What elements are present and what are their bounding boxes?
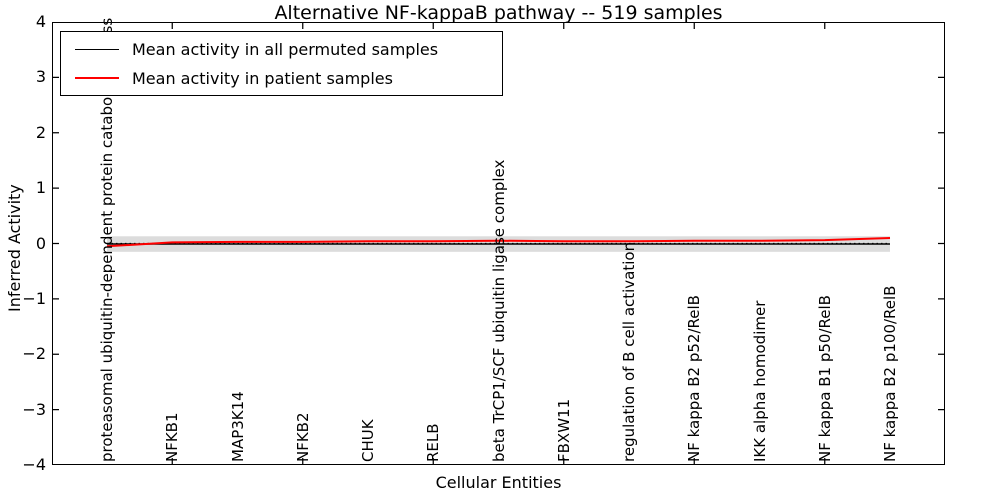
legend-item-patient: Mean activity in patient samples bbox=[75, 66, 502, 90]
series-line-patient bbox=[106, 236, 891, 248]
x-tick-label: NF kappa B1 p50/RelB bbox=[815, 295, 834, 462]
x-tick-label: NFKB2 bbox=[293, 412, 312, 462]
x-tick-label: NF kappa B2 p52/RelB bbox=[685, 295, 704, 462]
y-tick-label: −4 bbox=[22, 455, 46, 474]
y-tick-label: 2 bbox=[35, 122, 46, 142]
y-tick-label: −2 bbox=[22, 344, 46, 364]
legend-line-sample-black bbox=[75, 48, 119, 50]
y-tick-label: 0 bbox=[35, 233, 46, 253]
y-tick-label: 3 bbox=[35, 67, 46, 87]
x-tick-label: NF kappa B2 p100/RelB bbox=[881, 285, 899, 462]
legend-label-permuted: Mean activity in all permuted samples bbox=[132, 39, 439, 59]
chart-plot-area bbox=[52, 22, 945, 465]
x-tick-label: CHUK bbox=[359, 419, 377, 462]
x-tick-label: NFKB1 bbox=[163, 412, 182, 462]
y-tick-label: −3 bbox=[22, 399, 46, 419]
x-tick-label: RELB bbox=[424, 423, 443, 462]
legend-line-sample-red bbox=[75, 77, 119, 79]
y-tick-label: 1 bbox=[35, 178, 46, 198]
legend-item-permuted: Mean activity in all permuted samples bbox=[75, 37, 502, 61]
legend-label-patient: Mean activity in patient samples bbox=[132, 68, 393, 88]
x-tick-label: beta TrCP1/SCF ubiquitin ligase complex bbox=[489, 159, 508, 462]
chart-title: Alternative NF-kappaB pathway -- 519 sam… bbox=[274, 2, 723, 24]
y-tick-label: −1 bbox=[22, 288, 46, 308]
x-tick-label: IKK alpha homodimer bbox=[750, 300, 769, 462]
y-tick-label: 4 bbox=[35, 12, 46, 31]
x-tick-label: regulation of B cell activation bbox=[620, 241, 638, 462]
legend-box: Mean activity in all permuted samples Me… bbox=[60, 31, 503, 96]
x-tick-label: FBXW11 bbox=[554, 398, 573, 462]
x-axis-label: Cellular Entities bbox=[435, 473, 562, 492]
x-tick-label: MAP3K14 bbox=[228, 391, 247, 462]
